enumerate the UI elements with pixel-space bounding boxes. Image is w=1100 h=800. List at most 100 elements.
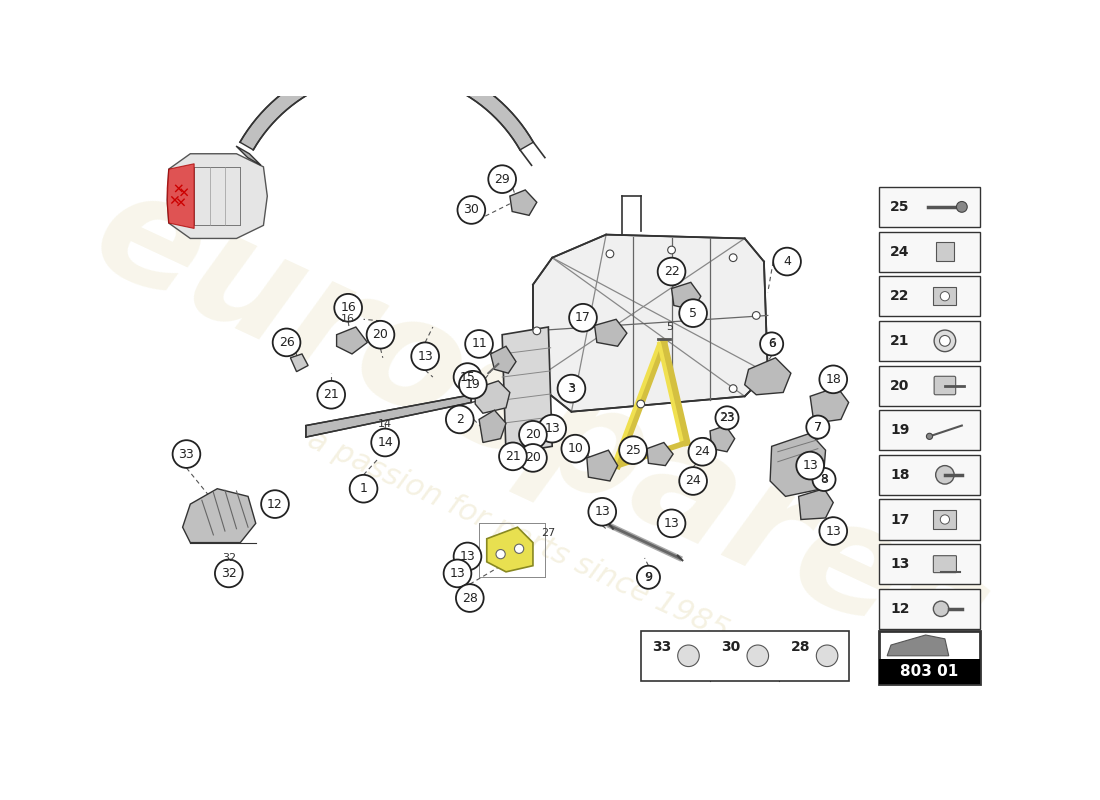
Circle shape <box>729 254 737 262</box>
Circle shape <box>926 434 933 439</box>
Circle shape <box>689 438 716 466</box>
Polygon shape <box>167 154 267 238</box>
Text: 6: 6 <box>768 338 776 350</box>
Circle shape <box>465 330 493 358</box>
Text: 9: 9 <box>645 570 652 584</box>
Circle shape <box>443 559 472 587</box>
Text: 13: 13 <box>450 567 465 580</box>
Polygon shape <box>236 146 261 166</box>
Text: 13: 13 <box>663 517 680 530</box>
Circle shape <box>606 250 614 258</box>
Text: 9: 9 <box>645 572 652 582</box>
Polygon shape <box>711 426 735 452</box>
Text: 26: 26 <box>278 336 295 349</box>
FancyBboxPatch shape <box>880 455 980 495</box>
Circle shape <box>957 202 967 212</box>
Circle shape <box>560 389 568 396</box>
FancyBboxPatch shape <box>880 410 980 450</box>
Text: 20: 20 <box>525 428 541 442</box>
Text: 17: 17 <box>575 311 591 324</box>
Polygon shape <box>647 442 673 466</box>
Text: 19: 19 <box>465 378 481 391</box>
Circle shape <box>820 517 847 545</box>
Text: 5: 5 <box>667 322 673 332</box>
Polygon shape <box>480 410 506 442</box>
Text: 27: 27 <box>541 527 556 538</box>
Text: 20: 20 <box>890 378 910 393</box>
FancyBboxPatch shape <box>640 631 849 682</box>
Text: 20: 20 <box>525 451 541 464</box>
Circle shape <box>499 442 527 470</box>
Circle shape <box>637 566 660 589</box>
Circle shape <box>668 246 675 254</box>
Polygon shape <box>587 450 618 481</box>
Circle shape <box>459 371 486 398</box>
Text: 7: 7 <box>814 422 822 432</box>
Text: 24: 24 <box>694 446 711 458</box>
Text: 3: 3 <box>568 384 575 394</box>
Circle shape <box>261 490 289 518</box>
Text: 13: 13 <box>825 525 842 538</box>
FancyBboxPatch shape <box>880 589 980 629</box>
Polygon shape <box>534 234 768 412</box>
Text: 23: 23 <box>719 411 735 424</box>
Circle shape <box>936 466 954 484</box>
Circle shape <box>820 366 847 394</box>
Text: 32: 32 <box>222 553 235 563</box>
Circle shape <box>729 385 737 393</box>
Text: 14: 14 <box>377 436 393 449</box>
Text: 16: 16 <box>340 302 356 314</box>
Polygon shape <box>167 164 195 229</box>
Text: 15: 15 <box>460 370 475 383</box>
Polygon shape <box>770 434 825 496</box>
Text: 21: 21 <box>323 388 339 402</box>
Circle shape <box>816 645 838 666</box>
Polygon shape <box>475 381 510 414</box>
Text: 7: 7 <box>814 421 822 434</box>
Circle shape <box>933 601 949 617</box>
Text: 13: 13 <box>460 550 475 563</box>
Circle shape <box>334 294 362 322</box>
Text: 25: 25 <box>625 444 641 457</box>
Text: 24: 24 <box>890 245 910 258</box>
Circle shape <box>558 374 585 402</box>
Circle shape <box>366 321 395 349</box>
Polygon shape <box>240 58 534 150</box>
Circle shape <box>588 498 616 526</box>
FancyBboxPatch shape <box>936 242 954 261</box>
Text: 30: 30 <box>722 639 741 654</box>
Text: 13: 13 <box>594 506 610 518</box>
Text: 22: 22 <box>663 265 680 278</box>
Circle shape <box>173 440 200 468</box>
Circle shape <box>658 510 685 538</box>
Text: 20: 20 <box>373 328 388 341</box>
FancyBboxPatch shape <box>880 231 980 271</box>
FancyBboxPatch shape <box>880 276 980 316</box>
Circle shape <box>680 299 707 327</box>
Circle shape <box>619 436 647 464</box>
Text: 13: 13 <box>417 350 433 362</box>
Text: 8: 8 <box>821 474 827 485</box>
Circle shape <box>934 330 956 352</box>
Circle shape <box>752 312 760 319</box>
Text: 33: 33 <box>652 639 671 654</box>
Text: 13: 13 <box>544 422 560 435</box>
Circle shape <box>940 291 949 301</box>
Text: 12: 12 <box>890 602 910 616</box>
Circle shape <box>637 400 645 408</box>
FancyBboxPatch shape <box>880 499 980 539</box>
Text: 19: 19 <box>890 423 910 437</box>
FancyBboxPatch shape <box>880 187 980 227</box>
Circle shape <box>569 304 597 332</box>
Circle shape <box>318 381 345 409</box>
Polygon shape <box>306 394 472 437</box>
Text: 5: 5 <box>689 306 697 320</box>
FancyBboxPatch shape <box>933 556 957 573</box>
Circle shape <box>411 342 439 370</box>
Circle shape <box>658 258 685 286</box>
Text: 22: 22 <box>890 290 910 303</box>
Polygon shape <box>337 327 367 354</box>
Text: 16: 16 <box>341 314 355 324</box>
Circle shape <box>350 475 377 502</box>
Text: 18: 18 <box>890 468 910 482</box>
